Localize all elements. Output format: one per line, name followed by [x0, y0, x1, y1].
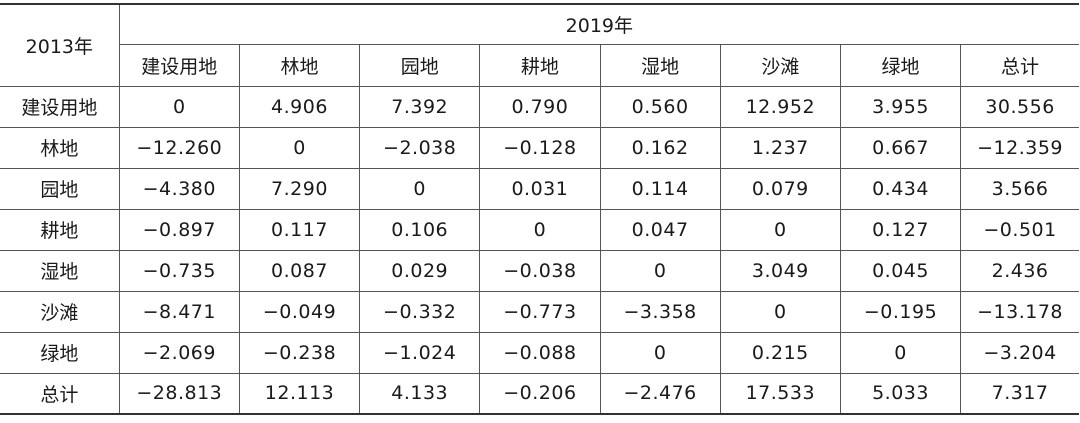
table-row: 绿地 −2.069 −0.238 −1.024 −0.088 0 0.215 0 −3.204	[0, 331, 1079, 374]
table-cell: 4.133	[359, 372, 481, 415]
table-cell: 7.392	[359, 85, 481, 128]
table-cell: 0.127	[839, 208, 962, 251]
table-row: 建设用地 0 4.906 7.392 0.790 0.560 12.952 3.955 30.5…	[0, 85, 1079, 128]
table-cell: −0.501	[960, 208, 1079, 251]
row-header: 园地	[0, 167, 120, 210]
table-cell: 4.906	[238, 85, 361, 128]
table-cell: −0.897	[118, 208, 240, 251]
table-cell: 0.031	[479, 167, 601, 210]
table-cell: 30.556	[960, 85, 1079, 128]
table-cell: −0.038	[479, 249, 601, 292]
table-row: 沙滩 −8.471 −0.049 −0.332 −0.773 −3.358 0 −0.195−…	[0, 290, 1079, 333]
table-row: 耕地 −0.897 0.117 0.106 0 0.047 0 0.127 −0.501	[0, 208, 1079, 251]
table-cell: 0	[599, 331, 721, 374]
table-row: 总计 −28.813 12.113 4.133 −0.206 −2.476 17.533 5.…	[0, 372, 1079, 415]
table-cell: 2.436	[960, 249, 1079, 292]
table-cell: 0	[599, 249, 721, 292]
table-cell: 5.033	[839, 372, 962, 415]
table-cell: −2.038	[359, 126, 481, 169]
table-cell: −0.195	[839, 290, 962, 333]
table-cell: 3.955	[839, 85, 962, 128]
table-cell: 0.434	[839, 167, 962, 210]
table-cell: 0.106	[359, 208, 481, 251]
table-cell: −3.204	[960, 331, 1079, 374]
column-header: 沙滩	[719, 43, 841, 87]
table-cell: 0.029	[359, 249, 481, 292]
table-cell: −12.359	[960, 126, 1079, 169]
table-cell: −0.238	[238, 331, 361, 374]
table-cell: 0	[839, 331, 962, 374]
table-cell: 0.790	[479, 85, 601, 128]
table-cell: −1.024	[359, 331, 481, 374]
table-row: 园地 −4.380 7.290 0 0.031 0.114 0.079 0.434 3.566	[0, 167, 1079, 210]
column-header: 建设用地	[119, 43, 240, 87]
column-header: 林地	[238, 43, 361, 87]
table-cell: −0.088	[479, 331, 601, 374]
table-cell: 0	[238, 126, 361, 169]
transition-matrix-table: 2013年 2019年 建设用地 林地 园地 耕地 湿地 沙滩 绿地 总计 建设…	[0, 3, 1079, 415]
row-header: 建设用地	[0, 85, 120, 128]
table-cell: 0.087	[238, 249, 361, 292]
table-cell: 7.317	[960, 372, 1079, 415]
table-cell: 0.047	[599, 208, 721, 251]
table-cell: 0.045	[839, 249, 962, 292]
table-body: 建设用地 0 4.906 7.392 0.790 0.560 12.952 3.955 30.5…	[0, 85, 1079, 415]
header-row-top: 2013年 2019年	[0, 3, 1079, 87]
table-cell: −0.128	[479, 126, 601, 169]
row-header: 湿地	[0, 249, 120, 292]
row-header: 林地	[0, 126, 120, 169]
table-cell: 0.117	[238, 208, 361, 251]
table-cell: −0.735	[118, 249, 240, 292]
table-cell: −0.773	[479, 290, 601, 333]
table-cell: −8.471	[118, 290, 240, 333]
table-cell: −0.049	[238, 290, 361, 333]
table-cell: 0	[359, 167, 481, 210]
table-cell: 3.049	[719, 249, 841, 292]
table-cell: −4.380	[118, 167, 240, 210]
table-cell: 0	[118, 85, 240, 128]
table-cell: −3.358	[599, 290, 721, 333]
table-cell: −12.260	[118, 126, 240, 169]
table-cell: −2.069	[118, 331, 240, 374]
table-cell: 17.533	[719, 372, 841, 415]
row-header: 沙滩	[0, 290, 120, 333]
table-cell: −0.206	[479, 372, 601, 415]
column-header: 湿地	[599, 43, 721, 87]
table-cell: 0.560	[599, 85, 721, 128]
column-header: 绿地	[839, 43, 962, 87]
column-group-year-label: 2019年	[118, 3, 1079, 45]
table-cell: 7.290	[238, 167, 361, 210]
column-header: 园地	[359, 43, 481, 87]
table-row: 湿地 −0.735 0.087 0.029 −0.038 0 3.049 0.045 2.436	[0, 249, 1079, 292]
table-cell: 3.566	[960, 167, 1079, 210]
header-row-columns: 建设用地 林地 园地 耕地 湿地 沙滩 绿地 总计	[0, 43, 1079, 87]
table-cell: −13.178	[960, 290, 1079, 333]
corner-year-label: 2013年	[0, 3, 120, 87]
table-cell: −2.476	[599, 372, 721, 415]
table-cell: 0.667	[839, 126, 962, 169]
table-cell: 0	[719, 208, 841, 251]
table-cell: −28.813	[118, 372, 240, 415]
row-header: 总计	[0, 372, 120, 415]
row-header: 耕地	[0, 208, 120, 251]
table-cell: 0.079	[719, 167, 841, 210]
column-header: 耕地	[479, 43, 601, 87]
row-header: 绿地	[0, 331, 120, 374]
table-cell: −0.332	[359, 290, 481, 333]
column-header: 总计	[960, 43, 1079, 87]
table-cell: 0.114	[599, 167, 721, 210]
table-cell: 1.237	[719, 126, 841, 169]
table-cell: 12.113	[238, 372, 361, 415]
table-row: 林地 −12.260 0 −2.038 −0.128 0.162 1.237 0.667 −12…	[0, 126, 1079, 169]
table-cell: 12.952	[719, 85, 841, 128]
table-cell: 0.215	[719, 331, 841, 374]
table-cell: 0	[479, 208, 601, 251]
table-cell: 0.162	[599, 126, 721, 169]
table-cell: 0	[719, 290, 841, 333]
